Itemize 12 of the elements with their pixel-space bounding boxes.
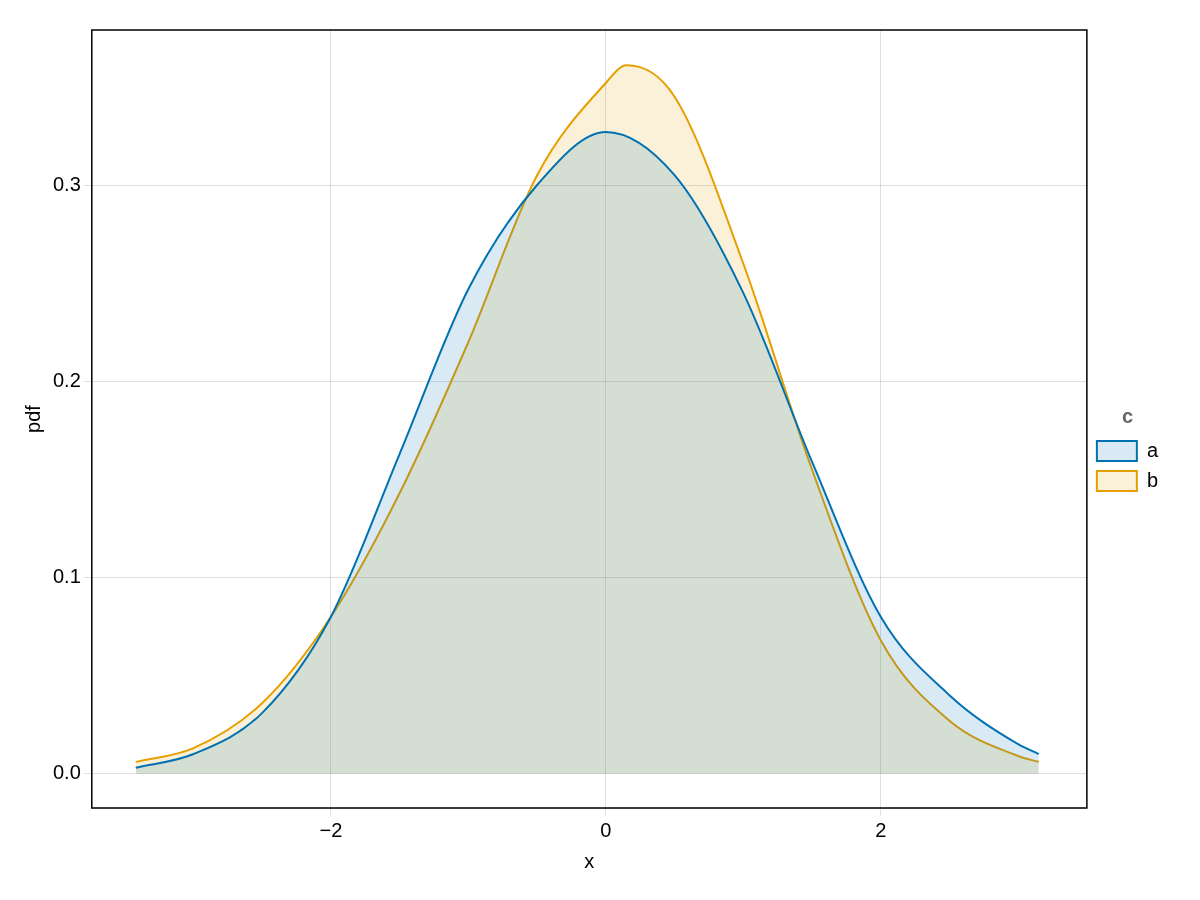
y-tick-label: 0.3 [52, 172, 81, 195]
x-tick-label: 0 [600, 818, 612, 841]
y-tick-label: 0.1 [52, 564, 81, 587]
y-axis-title: pdf [21, 404, 44, 433]
legend-label: b [1146, 468, 1158, 491]
x-axis-title: x [584, 849, 595, 872]
x-tick-label: 2 [875, 818, 887, 841]
legend-label: a [1146, 438, 1159, 461]
y-tick-label: 0.2 [52, 368, 81, 391]
y-tick-label: 0.0 [52, 761, 81, 784]
legend-title: c [1121, 404, 1133, 427]
x-tick-label: −2 [319, 818, 343, 841]
